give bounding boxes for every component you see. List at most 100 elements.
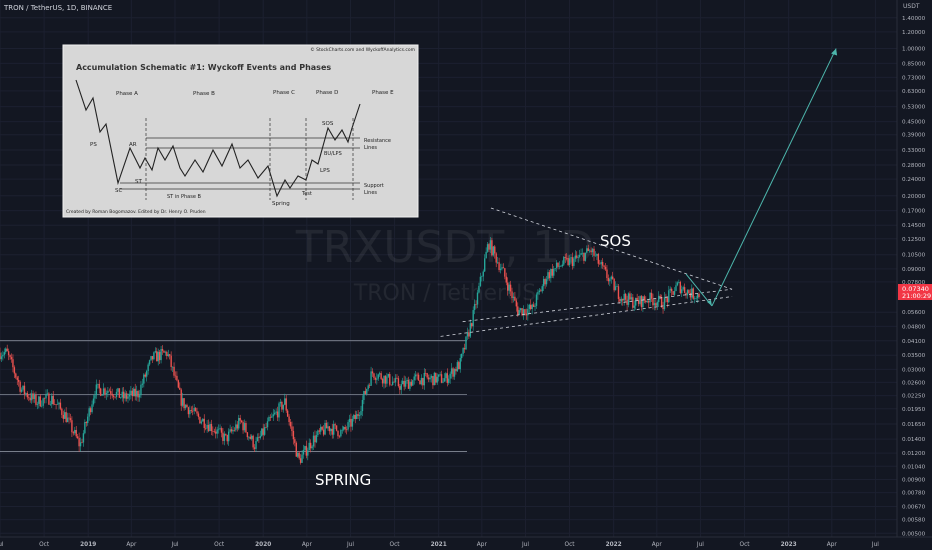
candle-body (471, 323, 473, 327)
time-tick-label: 2019 (80, 542, 96, 548)
candle-body (473, 304, 476, 311)
candle-body (99, 388, 102, 396)
candle-body (59, 402, 62, 409)
candle-body (666, 298, 669, 303)
candle-body (491, 240, 493, 256)
candle-body (386, 376, 388, 384)
price-axis[interactable]: USDT 1.40000 1.20000 1.00000 0.85000 0.73000… (896, 0, 932, 537)
candle-body (551, 268, 553, 276)
candle-body (295, 442, 297, 457)
price-tick-label: 0.00500 (902, 531, 926, 537)
candle-body (535, 294, 538, 306)
candle-body (269, 417, 272, 418)
target-arrow-line[interactable] (711, 48, 837, 307)
candle-body (298, 452, 300, 459)
pullback-arrow-line[interactable] (685, 273, 713, 307)
candle-body (354, 414, 356, 420)
event-sc: SC (115, 188, 122, 194)
candle-body (289, 422, 292, 427)
candle-body (282, 404, 285, 410)
triangle-base-line[interactable] (440, 296, 733, 337)
candle-body (607, 278, 610, 282)
candle-body (124, 393, 126, 399)
triangle-upper-line[interactable] (490, 207, 733, 290)
candle-body (587, 248, 589, 251)
candle-body (383, 375, 385, 384)
candle-body (561, 264, 564, 267)
candle-body (646, 301, 648, 303)
candle-body (199, 416, 201, 424)
candle-body (131, 390, 134, 397)
candle-body (472, 310, 474, 327)
candle-body (176, 375, 178, 381)
candle-body (2, 354, 4, 357)
candle-body (678, 282, 680, 283)
countdown-label: 21:00:29 (902, 292, 931, 300)
candle-body (377, 374, 379, 379)
candle-body (305, 446, 308, 456)
symbol-header[interactable]: TRON / TetherUS, 1D, BINANCE (3, 4, 112, 12)
candle-body (12, 359, 14, 368)
candle-body (492, 246, 495, 256)
candle-body (133, 388, 135, 397)
candle-body (400, 384, 402, 390)
candle-body (272, 414, 274, 417)
time-tick-label: Oct (390, 542, 401, 548)
candle-body (262, 428, 264, 435)
candle-body (130, 390, 132, 394)
spring-annotation[interactable]: SPRING (315, 471, 371, 489)
horizontal-levels[interactable] (0, 340, 467, 453)
price-tick-label: 0.45000 (902, 120, 926, 126)
candle-body (673, 290, 676, 295)
candle-body (81, 442, 83, 443)
candle-body (371, 371, 374, 374)
triangle-pattern[interactable] (440, 207, 733, 337)
candle-body (433, 372, 436, 386)
price-tick-label: 0.73000 (902, 75, 926, 81)
candle-body (515, 300, 518, 307)
candle-body (196, 411, 198, 414)
candle-body (563, 257, 565, 265)
candle-body (696, 293, 699, 299)
candle-body (183, 398, 185, 409)
candle-body (435, 372, 437, 383)
candle-body (49, 404, 52, 405)
candle-body (622, 298, 624, 301)
candle-body (330, 428, 332, 432)
candle-body (420, 377, 423, 385)
phase-e-label: Phase E (372, 90, 394, 96)
last-price-marker[interactable]: 0.07340 21:00:29 (898, 284, 932, 300)
candle-body (511, 291, 513, 298)
candle-body (446, 373, 449, 383)
candle-body (402, 380, 404, 385)
candle-body (29, 397, 31, 401)
candle-body (52, 395, 54, 405)
candle-body (373, 373, 375, 378)
candle-body (108, 390, 111, 392)
time-axis[interactable]: Jul Oct 2019 Apr Jul Oct 2020 Apr Jul Oct 2021 Apr J… (0, 536, 932, 550)
price-tick-label: 0.85000 (902, 61, 926, 67)
candle-body (190, 410, 192, 411)
candle-body (274, 412, 276, 415)
price-tick-label: 0.17000 (902, 209, 926, 215)
candle-body (366, 389, 368, 394)
candle-body (307, 450, 309, 456)
candle-body (537, 292, 539, 295)
candle-body (279, 401, 282, 404)
event-test: Test (301, 191, 312, 197)
candle-body (233, 429, 236, 431)
resistance-label-1: Resistance (364, 138, 391, 144)
candle-body (154, 351, 157, 353)
price-tick-label: 0.01200 (902, 451, 926, 457)
candle-body (341, 429, 344, 431)
sos-annotation[interactable]: SOS (600, 232, 631, 250)
projection-arrows[interactable] (685, 48, 838, 307)
candle-body (64, 412, 66, 419)
candle-body (215, 431, 217, 434)
candle-body (432, 376, 434, 386)
candle-body (689, 293, 692, 298)
candle-body (158, 351, 161, 361)
candle-body (403, 380, 405, 387)
candle-body (137, 390, 139, 398)
